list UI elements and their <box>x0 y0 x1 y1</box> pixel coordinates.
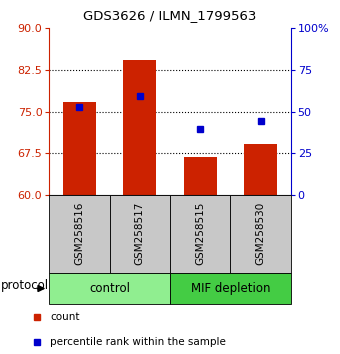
Text: percentile rank within the sample: percentile rank within the sample <box>50 337 226 347</box>
Text: count: count <box>50 312 80 322</box>
Text: GDS3626 / ILMN_1799563: GDS3626 / ILMN_1799563 <box>83 9 257 22</box>
Bar <box>123 61 156 195</box>
Bar <box>63 102 96 195</box>
Text: control: control <box>89 282 130 295</box>
Bar <box>170 195 231 273</box>
Bar <box>184 157 217 195</box>
Bar <box>244 144 277 195</box>
Text: GSM258516: GSM258516 <box>74 202 84 266</box>
Bar <box>49 195 109 273</box>
Text: protocol: protocol <box>1 279 49 292</box>
Text: GSM258515: GSM258515 <box>195 202 205 266</box>
Text: GSM258530: GSM258530 <box>256 202 266 265</box>
Text: GSM258517: GSM258517 <box>135 202 145 266</box>
Bar <box>49 273 170 304</box>
Bar <box>109 195 170 273</box>
Text: MIF depletion: MIF depletion <box>191 282 270 295</box>
Bar <box>230 195 291 273</box>
Bar <box>170 273 291 304</box>
